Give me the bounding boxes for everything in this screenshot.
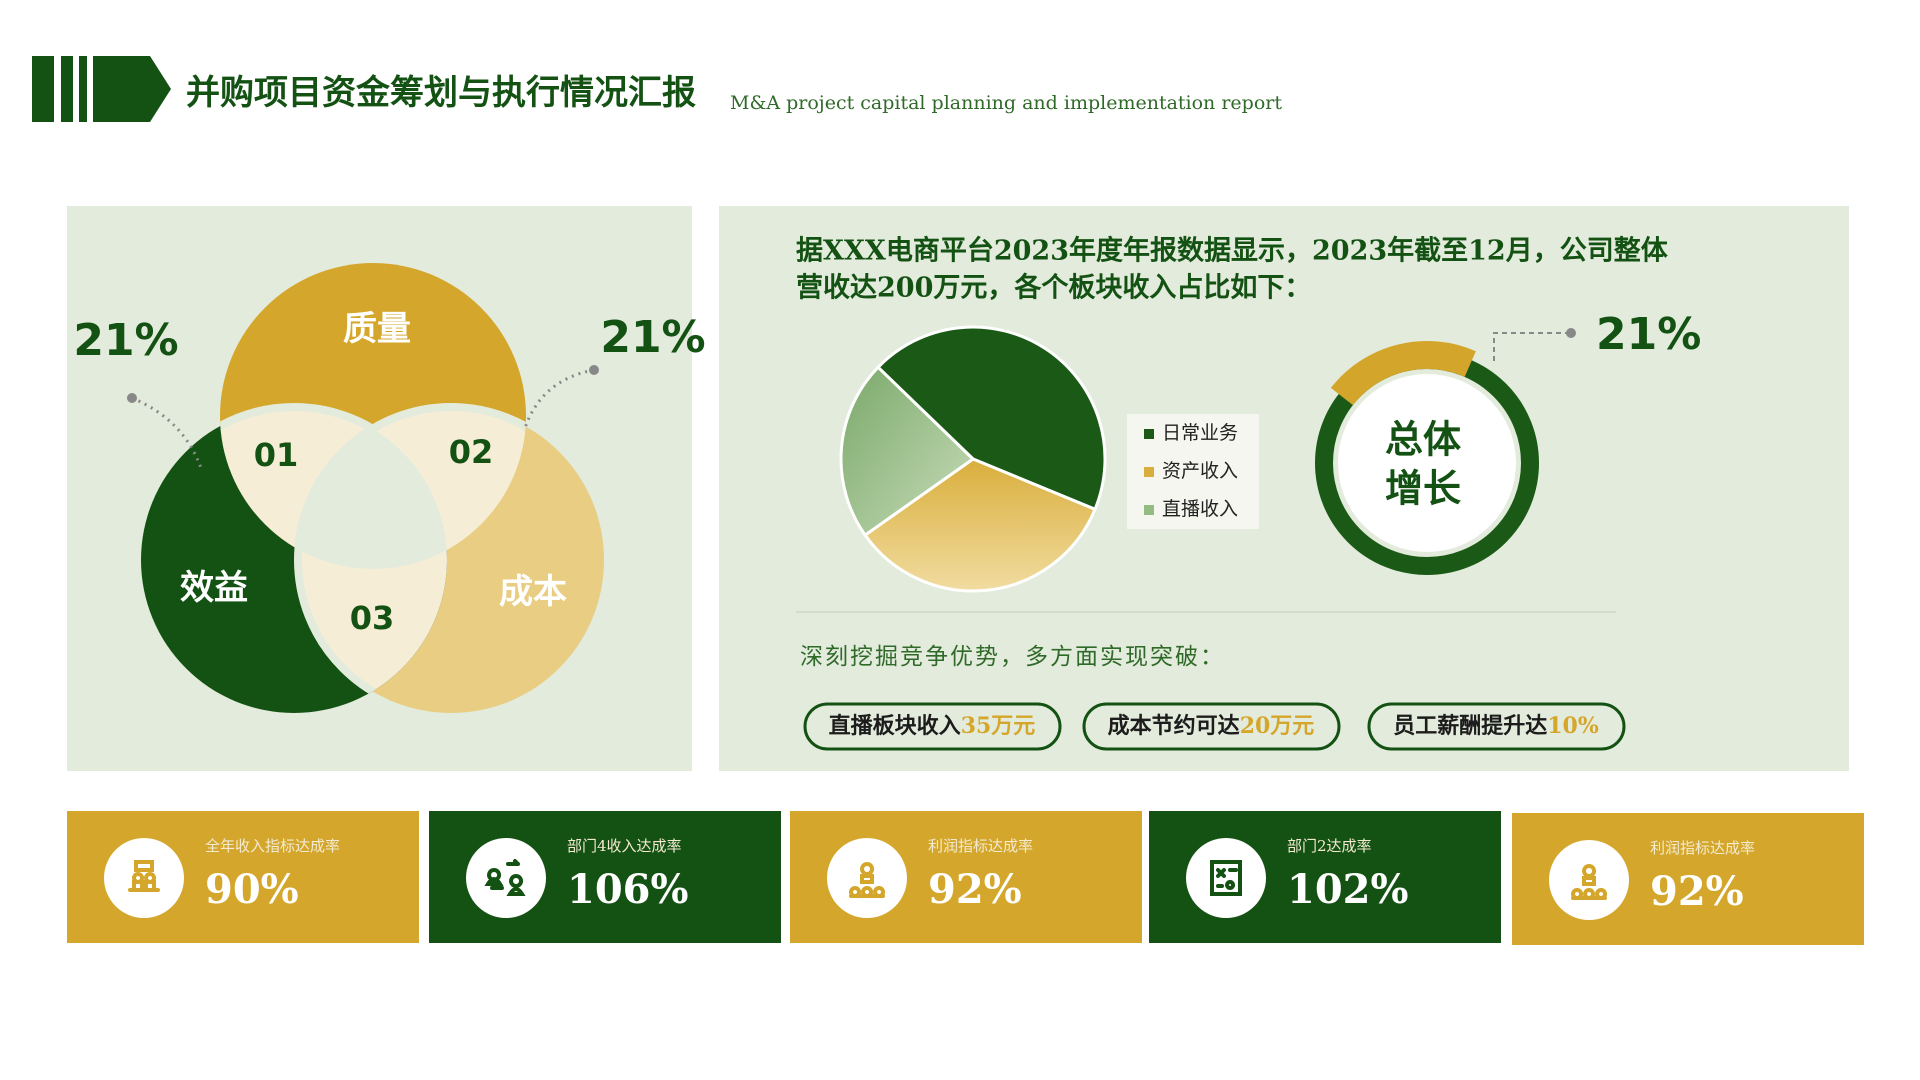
legend-swatch	[1144, 429, 1154, 439]
pill-highlight: 10%	[1547, 713, 1599, 739]
pill-text: 成本节约可达20万元	[1108, 713, 1315, 739]
venn-label: 成本	[499, 572, 567, 612]
pill-main: 直播板块收入	[829, 713, 961, 739]
card-value: 90%	[205, 866, 299, 913]
card-value: 102%	[1287, 866, 1409, 913]
venn-diagram: 质量 效益 成本 01 02 03 21% 21%	[73, 263, 706, 713]
region-number: 02	[449, 433, 494, 471]
venn-label: 质量	[343, 309, 411, 349]
pill-text: 员工薪酬提升达10%	[1393, 713, 1599, 739]
donut-center	[1338, 374, 1516, 552]
card-label: 部门4收入达成率	[567, 837, 682, 855]
card-value: 92%	[928, 866, 1022, 913]
card-label: 利润指标达成率	[1650, 839, 1755, 857]
card-icon-bg	[1186, 838, 1266, 918]
card-icon	[128, 860, 160, 892]
legend-swatch	[1144, 467, 1154, 477]
subtitle: M&A project capital planning and impleme…	[730, 92, 1282, 114]
percent-label: 21%	[73, 315, 178, 366]
region-number: 01	[254, 436, 299, 474]
pill-main: 员工薪酬提升达	[1393, 713, 1547, 739]
card-icon	[484, 859, 526, 896]
legend-label: 日常业务	[1162, 422, 1238, 444]
pie-slice	[839, 365, 976, 538]
card-label: 部门2达成率	[1287, 837, 1372, 855]
card-value: 106%	[567, 866, 689, 913]
donut-value-label: 21%	[1596, 309, 1701, 360]
title: 并购项目资金筹划与执行情况汇报	[186, 73, 696, 113]
card-icon	[1210, 860, 1242, 896]
card-icon	[849, 862, 886, 898]
legend-label: 资产收入	[1162, 460, 1238, 482]
pills: 直播板块收入35万元 成本节约可达20万元 员工薪酬提升达10%	[803, 702, 1626, 751]
intro-text: 营收达200万元，各个板块收入占比如下：	[796, 272, 1311, 304]
legend-label: 直播收入	[1162, 498, 1238, 520]
donut-title: 增长	[1385, 466, 1461, 511]
venn-label: 效益	[180, 568, 248, 608]
leader-dot	[127, 393, 137, 403]
pill	[1082, 702, 1341, 751]
card-icon-bg	[466, 838, 546, 918]
pie-slice	[863, 457, 1097, 593]
region-number: 03	[350, 599, 395, 637]
subheading: 深刻挖掘竞争优势，多方面实现突破：	[800, 644, 1225, 670]
card-label: 全年收入指标达成率	[205, 837, 340, 855]
leader-dot	[589, 365, 599, 375]
donut-arc	[1330, 341, 1476, 406]
pie-slice	[875, 325, 1107, 512]
intro-text: 据XXX电商平台2023年度年报数据显示，2023年截至12月，公司整体	[796, 235, 1669, 267]
card-icon	[1571, 864, 1608, 900]
pill	[803, 702, 1062, 751]
percent-label: 21%	[600, 312, 705, 363]
pill-highlight: 20万元	[1240, 713, 1315, 739]
leader-line	[1493, 332, 1571, 361]
pie-chart	[839, 325, 1107, 593]
donut-title: 总体	[1385, 417, 1461, 462]
pill-main: 成本节约可达	[1108, 713, 1240, 739]
card-label: 利润指标达成率	[928, 837, 1033, 855]
card-value: 92%	[1650, 868, 1744, 915]
leader-line	[522, 368, 595, 432]
legend-swatch	[1144, 505, 1154, 515]
pill	[1367, 702, 1626, 751]
leader-dot	[1566, 328, 1576, 338]
pill-text: 直播板块收入35万元	[829, 713, 1036, 739]
pill-highlight: 35万元	[961, 713, 1036, 739]
cards: 全年收入指标达成率 90% 部门4收入达成率 106% 利润指标达成率 92% 部门2达成率…	[67, 811, 1864, 945]
header-mark	[32, 56, 171, 122]
